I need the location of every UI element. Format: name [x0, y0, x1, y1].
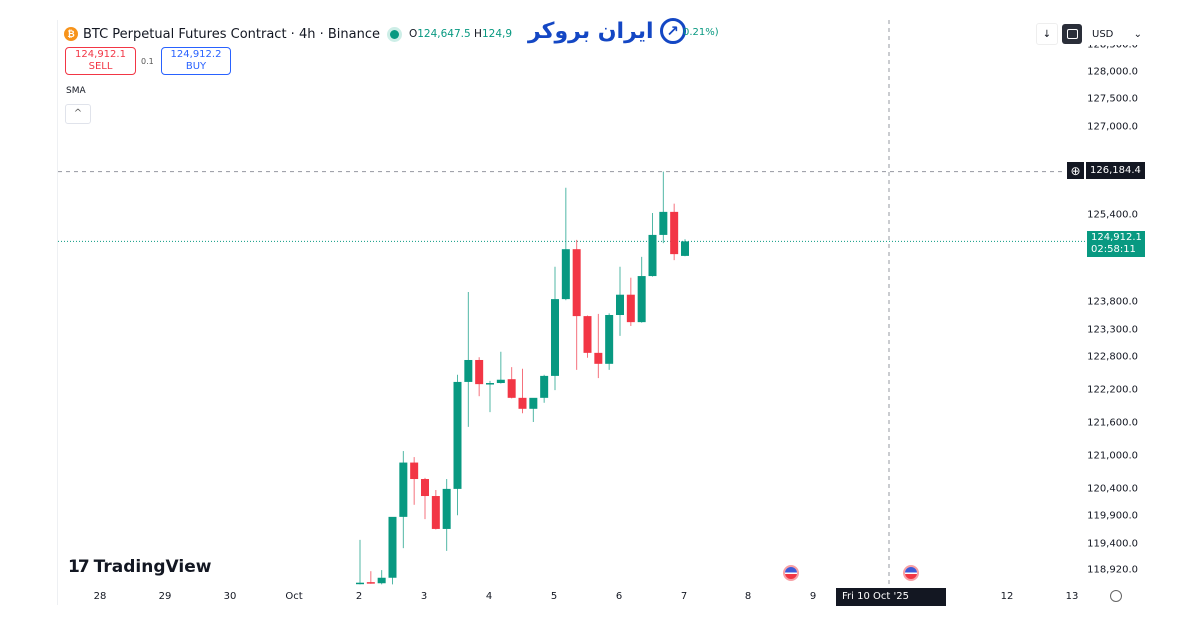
time-tick-label: 6: [615, 591, 623, 602]
time-tick-label: 9: [809, 591, 817, 602]
buy-button[interactable]: 124,912.2 BUY: [161, 47, 231, 75]
time-tick-label: 5: [550, 591, 558, 602]
candle-body: [616, 294, 624, 316]
collapse-indicators-button[interactable]: ^: [65, 104, 91, 124]
candle-body: [605, 315, 614, 364]
watermark-logo: ↗ ایران بروکر: [528, 18, 686, 44]
candle-body: [388, 516, 397, 578]
candle-body: [670, 211, 679, 255]
bitcoin-icon: ₿: [64, 27, 78, 41]
last-price-label: 124,912.1 02:58:11: [1087, 231, 1145, 257]
candle-body: [659, 211, 668, 235]
candle-body: [399, 462, 408, 517]
time-tick-label: 12: [1000, 591, 1014, 602]
time-tick-label: 29: [158, 591, 172, 602]
candle-body: [507, 379, 516, 398]
time-tick-label: 3: [420, 591, 428, 602]
time-tick-label: 8: [744, 591, 752, 602]
candle-body: [681, 241, 689, 256]
price-tick-label: 128,000.0: [1087, 66, 1138, 78]
candle-body: [572, 249, 581, 317]
growth-chart-icon: ↗: [659, 18, 686, 44]
chart-legend: ₿ BTC Perpetual Futures Contract · 4h · …: [64, 24, 512, 44]
candle-body: [475, 359, 484, 385]
price-tick-label: 123,800.0: [1087, 296, 1138, 308]
price-tick-label: 119,400.0: [1087, 538, 1138, 550]
time-tick-label: Oct: [285, 591, 303, 602]
price-tick-label: 121,600.0: [1087, 417, 1138, 429]
tradingview-logo[interactable]: 17 TradingView: [68, 557, 212, 577]
price-tick-label: 122,800.0: [1087, 351, 1138, 363]
us-flag-event-icon[interactable]: [783, 565, 799, 581]
candle-body: [464, 359, 473, 382]
arrow-down-icon: ↓: [1042, 28, 1052, 40]
top-right-toolbar: ↓ USD ⌄: [1036, 23, 1142, 45]
spread-value: 0.1: [141, 57, 154, 66]
chart-settings-icon[interactable]: [1110, 590, 1122, 602]
screenshot-button[interactable]: [1062, 24, 1082, 44]
candle-body: [431, 496, 440, 529]
time-tick-label: 7: [680, 591, 688, 602]
chevron-up-icon: ^: [73, 108, 83, 119]
candle-body: [377, 577, 386, 584]
time-tick-label: 30: [223, 591, 237, 602]
price-tick-label: 118,920.0: [1087, 564, 1138, 576]
candle-body: [366, 582, 375, 584]
price-tick-label: 120,400.0: [1087, 483, 1138, 495]
crosshair-price-label: ⊕ 126,184.4: [1067, 162, 1145, 179]
time-tick-label: 4: [485, 591, 493, 602]
candle-body: [421, 479, 429, 497]
price-tick-label: 122,200.0: [1087, 384, 1138, 396]
price-tick-label-partial: 128,500.0: [1087, 39, 1138, 51]
time-tick-label: 28: [93, 591, 107, 602]
candle-body: [594, 352, 603, 364]
watermark-text: ایران بروکر: [528, 18, 654, 44]
chevron-down-icon: ⌄: [1133, 28, 1142, 40]
candle-body: [551, 299, 559, 376]
candle-body: [496, 379, 505, 384]
candle-body: [529, 397, 538, 409]
price-tick-label: 127,000.0: [1087, 121, 1138, 133]
candle-body: [453, 381, 462, 489]
candle-body: [518, 397, 527, 409]
crosshair-time-label: Fri 10 Oct '25 07:30: [836, 588, 946, 616]
symbol-title[interactable]: BTC Perpetual Futures Contract · 4h · Bi…: [83, 26, 380, 42]
candle-body: [486, 383, 494, 385]
us-flag-event-icon[interactable]: [903, 565, 919, 581]
candle-body: [442, 488, 451, 529]
indicator-sma-label[interactable]: SMA: [66, 86, 86, 96]
ohlc-values: O124,647.5 H124,9: [408, 28, 513, 40]
price-tick-label: 123,300.0: [1087, 324, 1138, 336]
candle-body: [648, 234, 657, 277]
sell-button[interactable]: 124,912.1 SELL: [65, 47, 136, 75]
candle-body: [356, 582, 364, 585]
candle-body: [637, 276, 646, 323]
candle-body: [540, 375, 549, 398]
currency-select[interactable]: USD ⌄: [1092, 28, 1142, 40]
candle-body: [410, 462, 419, 480]
time-tick-label: 13: [1065, 591, 1079, 602]
change-percent: 0.21%): [683, 27, 719, 38]
price-tick-label: 119,900.0: [1087, 510, 1138, 522]
market-open-indicator: [389, 29, 399, 39]
candle-body: [583, 316, 592, 353]
candle-body: [626, 294, 635, 323]
price-tick-label: 127,500.0: [1087, 93, 1138, 105]
price-tick-label: 125,400.0: [1087, 209, 1138, 221]
scroll-down-button[interactable]: ↓: [1036, 23, 1058, 45]
camera-frame-icon: [1066, 29, 1078, 39]
candle-body: [561, 249, 570, 300]
time-tick-label: 2: [355, 591, 363, 602]
tradingview-mark-icon: 17: [68, 557, 90, 577]
chart-left-border: [57, 20, 58, 605]
price-tick-label: 121,000.0: [1087, 450, 1138, 462]
add-alert-plus-icon[interactable]: ⊕: [1067, 162, 1084, 179]
